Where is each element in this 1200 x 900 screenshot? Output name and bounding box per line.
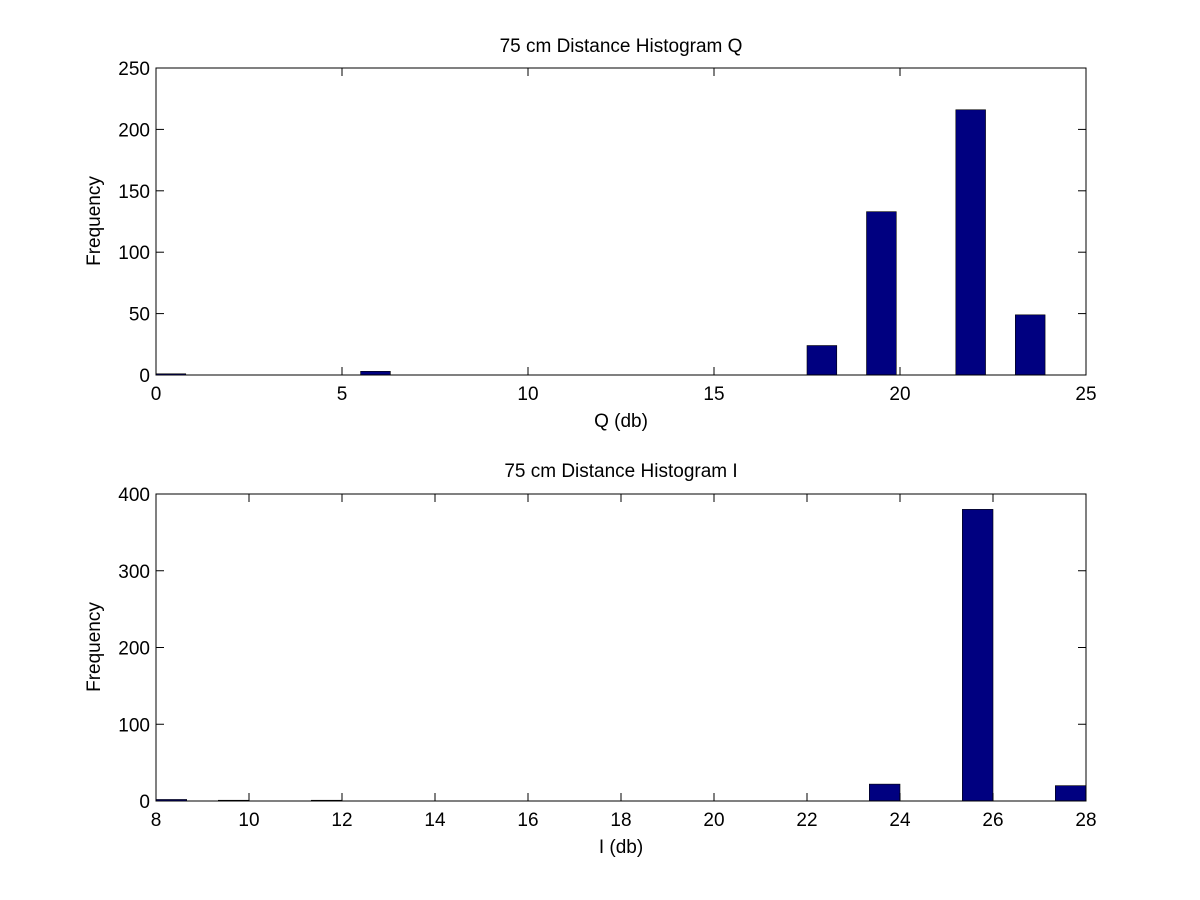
histogram-q-ylabel: Frequency bbox=[84, 176, 105, 266]
histogram-i-ytick-label: 200 bbox=[118, 639, 150, 660]
histogram-i-xtick-label: 28 bbox=[1075, 810, 1096, 831]
histogram-q-xtick-label: 20 bbox=[889, 384, 910, 405]
histogram-q-ytick-label: 150 bbox=[118, 182, 150, 203]
histogram-q-panel: 75 cm Distance Histogram Q Q (db) Freque… bbox=[84, 36, 1097, 432]
histogram-i-xtick-label: 24 bbox=[889, 810, 911, 831]
histogram-q-ytick-label: 250 bbox=[118, 59, 150, 80]
histogram-q-bar bbox=[806, 345, 838, 376]
histogram-q-xlabel: Q (db) bbox=[594, 411, 648, 432]
histogram-i-ylabel: Frequency bbox=[84, 602, 105, 692]
histogram-i-xlabel: I (db) bbox=[599, 837, 643, 858]
histogram-i-bar bbox=[1055, 785, 1087, 802]
histogram-i-panel: 75 cm Distance Histogram I I (db) Freque… bbox=[84, 461, 1097, 858]
histogram-q-bars bbox=[155, 109, 1046, 376]
histogram-i-bar bbox=[962, 509, 994, 802]
histogram-i-xtick-label: 16 bbox=[517, 810, 538, 831]
histogram-q-xtick-label: 5 bbox=[337, 384, 348, 405]
histogram-i-ytick-label: 400 bbox=[118, 485, 150, 506]
histogram-i-plot-frame bbox=[155, 493, 1087, 802]
histogram-q-bar bbox=[1015, 314, 1046, 376]
histogram-i-xtick-label: 18 bbox=[610, 810, 631, 831]
histogram-i-xtick-label: 20 bbox=[703, 810, 724, 831]
histogram-q-xtick-label: 0 bbox=[151, 384, 162, 405]
histogram-q-ytick-label: 0 bbox=[139, 366, 150, 387]
histogram-q-bar bbox=[866, 211, 897, 376]
histogram-q-bar bbox=[360, 371, 391, 376]
histogram-i-ytick-label: 0 bbox=[139, 792, 150, 813]
histogram-i-bars bbox=[155, 509, 1087, 802]
histogram-i-xtick-label: 14 bbox=[424, 810, 446, 831]
histogram-i-title: 75 cm Distance Histogram I bbox=[504, 461, 737, 482]
histogram-i-xtick-label: 8 bbox=[151, 810, 162, 831]
histogram-q-plot-frame bbox=[155, 67, 1087, 376]
histogram-q-title: 75 cm Distance Histogram Q bbox=[500, 36, 743, 57]
histogram-q-xtick-label: 25 bbox=[1075, 384, 1096, 405]
histogram-q-ytick-label: 200 bbox=[118, 120, 150, 141]
histogram-i-ytick-label: 300 bbox=[118, 562, 150, 583]
histogram-i-bar bbox=[869, 783, 901, 802]
histogram-q-ytick-label: 100 bbox=[118, 243, 150, 264]
histogram-q-xtick-label: 10 bbox=[517, 384, 538, 405]
histogram-q-ytick-label: 50 bbox=[129, 305, 150, 326]
histogram-i-xtick-label: 10 bbox=[238, 810, 259, 831]
histogram-i-xtick-label: 22 bbox=[796, 810, 817, 831]
histogram-i-xtick-label: 12 bbox=[331, 810, 352, 831]
histogram-q-xtick-label: 15 bbox=[703, 384, 724, 405]
histogram-i-xtick-label: 26 bbox=[982, 810, 1003, 831]
histogram-i-ytick-label: 100 bbox=[118, 715, 150, 736]
histogram-q-bar bbox=[955, 109, 986, 376]
histogram-i-ticks: 8 10 12 14 16 18 20 22 24 26 28 0 100 200 300 400 bbox=[118, 485, 1096, 831]
